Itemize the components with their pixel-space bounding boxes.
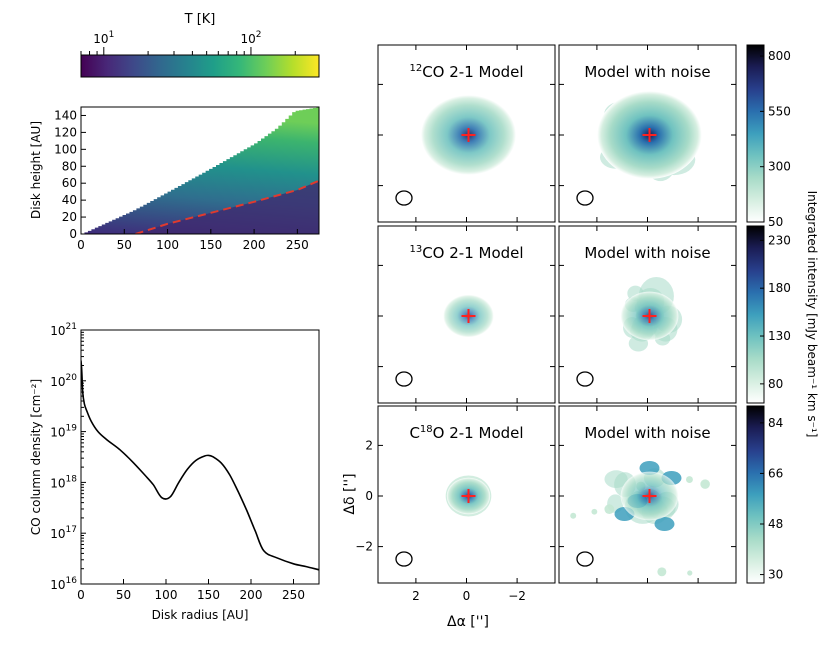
intensity-colorbar-tick-label: 50 — [768, 215, 783, 229]
intensity-map-title: Model with noise — [584, 244, 710, 262]
column-density-background — [81, 330, 319, 584]
intensity-colorbar-tick-label: 800 — [768, 49, 791, 63]
intensity-map-clump — [639, 461, 660, 475]
intensity-colorbar-tick-label: 230 — [768, 233, 791, 247]
intensity-map-noise-speck — [687, 570, 693, 576]
column-density-ytick-label: 1019 — [50, 424, 77, 440]
intensity-colorbars: 50 300 550 800 80 130 180 230 30 48 66 84 — [746, 44, 791, 584]
temperature-colorbar-bar — [80, 54, 320, 78]
column-density-ytick-label: 1018 — [50, 474, 77, 490]
intensity-colorbar-tick-label: 30 — [768, 568, 783, 582]
temperature-map-ytick-label: 80 — [62, 159, 77, 173]
intensity-map-axes: 2 0 −2 2 0 −2 — [355, 438, 526, 603]
intensity-map-panel: 12CO 2-1 Model — [377, 44, 556, 223]
intensity-map-panel: Model with noise — [558, 44, 737, 223]
intensity-colorbar-bar — [746, 405, 765, 584]
intensity-map-ytick-label: 2 — [365, 438, 373, 452]
intensity-colorbar-tick-label: 180 — [768, 281, 791, 295]
temperature-map-xtick-label: 50 — [117, 238, 132, 252]
intensity-map-title: 13CO 2-1 Model — [409, 244, 523, 262]
intensity-colorbar-tick-label: 66 — [768, 466, 783, 480]
temperature-map-xtick-label: 250 — [286, 238, 309, 252]
column-density-xtick-label: 250 — [282, 588, 305, 602]
temperature-map-ylabel: Disk height [AU] — [29, 121, 43, 219]
temperature-map-xtick-label: 100 — [156, 238, 179, 252]
intensity-map-noise-speck — [570, 512, 577, 519]
column-density-line — [81, 360, 319, 571]
intensity-map-title: C18O 2-1 Model — [409, 424, 523, 442]
beam-ellipse — [576, 190, 594, 206]
column-density-xtick-label: 50 — [116, 588, 131, 602]
intensity-map-ylabel: Δδ [''] — [342, 473, 358, 514]
temperature-map-ytick-label: 60 — [62, 176, 77, 190]
intensity-map-panel: Model with noise — [558, 225, 737, 404]
temperature-map-xtick-label: 200 — [243, 238, 266, 252]
column-density-ylabel: CO column density [cm⁻²] — [29, 379, 43, 535]
temperature-map-cold-midplane — [135, 180, 319, 234]
intensity-map-panel: 13CO 2-1 Model — [377, 225, 556, 404]
intensity-colorbar-tick-label: 130 — [768, 329, 791, 343]
intensity-map-noise-speck — [700, 479, 710, 489]
temperature-map-ytick-label: 40 — [62, 193, 77, 207]
temperature-map-ytick-label: 120 — [54, 125, 77, 139]
column-density-ytick-label: 1017 — [50, 525, 77, 541]
column-density-ytick-label: 1016 — [50, 576, 77, 592]
column-density-panel: 0 50 100 150 200 250101610171018101910201021 … — [29, 322, 320, 622]
temperature-map-frame — [80, 106, 320, 235]
intensity-map-grid: 12CO 2-1 Model Model with noise 13CO 2-1 M… — [377, 44, 737, 584]
intensity-colorbar-tick-label: 300 — [768, 160, 791, 174]
intensity-colorbar-bar — [746, 225, 765, 404]
intensity-colorbar-tick-label: 48 — [768, 517, 783, 531]
temperature-colorbar-tick-label: 102 — [240, 30, 261, 46]
beam-ellipse — [576, 551, 594, 567]
temperature-map-dashed-line — [135, 179, 319, 234]
intensity-map-panel: Model with noise — [558, 405, 737, 584]
temperature-map-ytick-label: 100 — [54, 142, 77, 156]
intensity-map-ytick-label: 0 — [365, 489, 373, 503]
intensity-colorbar-tick-label: 84 — [768, 416, 783, 430]
intensity-colorbar-tick-label: 550 — [768, 104, 791, 118]
intensity-map-noise-speck — [604, 504, 615, 515]
beam-ellipse — [395, 551, 413, 567]
intensity-map-xtick-label: 0 — [463, 589, 471, 603]
intensity-map-panel: C18O 2-1 Model — [377, 405, 556, 584]
temperature-map-xtick-label: 0 — [77, 238, 85, 252]
temperature-map-ytick-label: 0 — [69, 227, 77, 241]
intensity-colorbar-label: Integrated intensity [mJy beam⁻¹ km s⁻¹] — [805, 191, 819, 438]
intensity-colorbar-bar — [746, 44, 765, 223]
intensity-map-title: Model with noise — [584, 424, 710, 442]
intensity-map-noise-speck — [591, 508, 598, 515]
intensity-colorbar-tick-label: 80 — [768, 377, 783, 391]
beam-ellipse — [395, 190, 413, 206]
intensity-map-title: 12CO 2-1 Model — [409, 63, 523, 81]
column-density-xtick-label: 0 — [77, 588, 85, 602]
temperature-colorbar: T [K] 101 102 — [80, 12, 320, 78]
intensity-map-noise-speck — [657, 567, 667, 577]
column-density-ytick-label: 1021 — [50, 322, 77, 338]
intensity-map-xtick-label: 2 — [412, 589, 420, 603]
beam-ellipse — [395, 371, 413, 387]
intensity-map-title: Model with noise — [584, 63, 710, 81]
intensity-map-ytick-label: −2 — [355, 540, 373, 554]
column-density-frame — [80, 329, 320, 585]
column-density-xtick-label: 150 — [197, 588, 220, 602]
temperature-map-ytick-label: 20 — [62, 210, 77, 224]
beam-ellipse — [576, 371, 594, 387]
intensity-map-clump — [654, 517, 675, 531]
temperature-map-xtick-label: 150 — [199, 238, 222, 252]
temperature-colorbar-title: T [K] — [184, 12, 216, 27]
temperature-map-ytick-label: 140 — [54, 108, 77, 122]
column-density-xlabel: Disk radius [AU] — [152, 608, 249, 622]
column-density-xtick-label: 100 — [155, 588, 178, 602]
column-density-xtick-label: 200 — [240, 588, 263, 602]
temperature-colorbar-tick-label: 101 — [93, 30, 114, 46]
intensity-map-xlabel: Δα [''] — [447, 614, 489, 630]
intensity-map-noise-speck — [685, 476, 693, 484]
intensity-map-xtick-label: −2 — [508, 589, 526, 603]
column-density-ytick-label: 1020 — [50, 373, 77, 389]
